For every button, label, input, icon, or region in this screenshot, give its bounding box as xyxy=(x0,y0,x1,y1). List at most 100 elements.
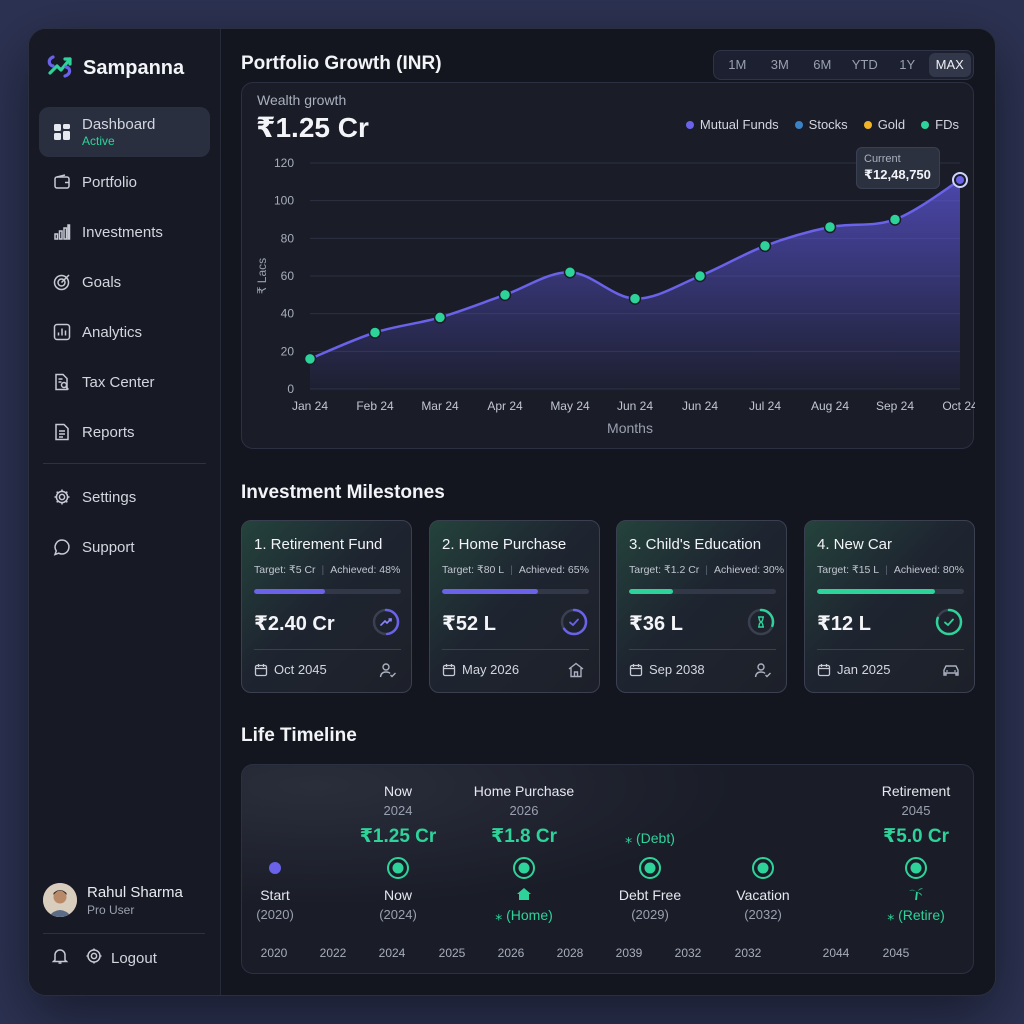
range-tabs: 1M 3M 6M YTD 1Y MAX xyxy=(713,50,974,80)
sidebar-item-reports[interactable]: Reports xyxy=(39,407,210,457)
timeline-bottom-name: Vacation xyxy=(736,887,790,903)
timeline-top-amount: ₹1.25 Cr xyxy=(359,826,437,847)
gear-icon xyxy=(52,487,72,507)
timeline-axis-label: 2045 xyxy=(882,946,910,960)
bell-icon[interactable] xyxy=(51,947,69,969)
milestone-title: 4. New Car xyxy=(817,536,893,553)
milestone-progress-ring xyxy=(560,608,588,636)
portfolio-title: Portfolio Growth (INR) xyxy=(241,53,442,74)
timeline-top-head: Now xyxy=(383,783,413,799)
bar-chart-icon xyxy=(52,222,72,242)
x-tick-label: Jan 24 xyxy=(292,399,328,413)
sidebar-item-label: Settings xyxy=(82,488,137,506)
range-tab-3m[interactable]: 3M xyxy=(770,57,789,72)
sidebar-item-investments[interactable]: Investments xyxy=(39,207,210,257)
series-area xyxy=(310,179,960,389)
legend-item-gold[interactable]: Gold xyxy=(863,117,906,132)
sidebar-item-label: Tax Center xyxy=(82,373,155,391)
legend-label: Mutual Funds xyxy=(699,117,779,132)
home-icon[interactable] xyxy=(567,661,585,679)
legend-item-fds[interactable]: FDs xyxy=(921,117,959,132)
timeline-bottom-sub: ⁎ (Retire) xyxy=(887,907,945,923)
milestone-card[interactable]: 3. Child's Education Target: ₹1.2 Cr | Achi… xyxy=(616,520,787,693)
milestone-meta: Target: ₹80 L | Achieved: 65% xyxy=(442,564,589,576)
user-role: Pro User xyxy=(87,902,135,917)
sidebar-item-label: Dashboard xyxy=(82,116,156,133)
person-check-icon[interactable] xyxy=(379,661,397,679)
timeline-node-core xyxy=(644,862,656,874)
milestones-title: Investment Milestones xyxy=(241,482,445,503)
data-point xyxy=(758,239,772,253)
life-timeline-card: Now 2024 ₹1.25 Cr Home Purchase 2026 ₹1.… xyxy=(241,764,974,974)
brand[interactable]: Sampanna xyxy=(45,51,184,86)
timeline-bottom-name: Debt Free xyxy=(618,887,682,903)
legend-item-mutual-funds[interactable]: Mutual Funds xyxy=(685,117,779,132)
sidebar-item-support[interactable]: Support xyxy=(39,520,210,574)
logout-button[interactable]: Logout xyxy=(85,947,157,969)
sidebar-item-tax-center[interactable]: Tax Center xyxy=(39,357,210,407)
timeline-axis-label: 2024 xyxy=(378,946,406,960)
range-tab-max[interactable]: MAX xyxy=(928,53,971,77)
y-axis-label: ₹ Lacs xyxy=(255,258,269,294)
range-tab-6m[interactable]: 6M xyxy=(813,57,832,72)
meta-separator: | xyxy=(321,564,325,576)
range-tab-1m[interactable]: 1M xyxy=(728,57,747,72)
sidebar-item-analytics[interactable]: Analytics xyxy=(39,307,210,357)
app-window: Sampanna Dashboard Active Portfolio xyxy=(28,28,996,996)
milestone-progress-bar xyxy=(254,589,401,594)
y-tick-label: 20 xyxy=(281,344,295,358)
milestone-progress-ring xyxy=(747,608,775,636)
wealth-growth-label: Wealth growth xyxy=(257,92,347,108)
milestone-progress-fill xyxy=(629,589,674,594)
main-nav: Dashboard Active Portfolio Investments xyxy=(39,107,210,574)
legend-dot xyxy=(921,120,930,129)
meta-separator: | xyxy=(885,564,888,576)
data-point xyxy=(628,292,642,305)
timeline-top-amount: ₹5.0 Cr xyxy=(882,826,950,847)
car-icon[interactable] xyxy=(942,661,960,679)
x-tick-label: Jun 24 xyxy=(682,399,718,413)
logo-icon xyxy=(45,51,75,86)
milestone-card[interactable]: 4. New Car Target: ₹15 L | Achieved: 80% ₹12… xyxy=(804,520,975,693)
legend-dot xyxy=(685,120,694,129)
milestone-progress-fill xyxy=(817,589,935,594)
legend-item-stocks[interactable]: Stocks xyxy=(794,117,848,132)
milestone-divider xyxy=(629,649,776,650)
logout-label: Logout xyxy=(111,949,157,967)
brand-name: Sampanna xyxy=(83,57,185,79)
gear-icon xyxy=(85,947,103,969)
check-icon xyxy=(569,618,579,627)
x-tick-label: Sep 24 xyxy=(876,399,914,413)
legend-label: Gold xyxy=(877,117,906,132)
timeline-track xyxy=(269,857,927,879)
palm-tree-icon xyxy=(908,885,924,906)
data-point xyxy=(498,288,512,302)
milestone-card[interactable]: 2. Home Purchase Target: ₹80 L | Achieved: … xyxy=(429,520,600,693)
y-tick-label: 100 xyxy=(274,194,294,208)
milestone-target: Target: ₹80 L xyxy=(442,564,505,576)
milestone-date-text: Oct 2045 xyxy=(274,662,327,677)
chart-legend: Mutual Funds Stocks Gold FDs xyxy=(685,117,959,132)
sidebar-item-portfolio[interactable]: Portfolio xyxy=(39,157,210,207)
range-tab-1y[interactable]: 1Y xyxy=(899,57,916,72)
growth-chart[interactable]: 0 20 40 60 80 100 120 Jan 24 Feb 24 Mar 24 Apr 24 M… xyxy=(242,83,975,450)
sidebar-item-goals[interactable]: Goals xyxy=(39,257,210,307)
x-tick-label: Jun 24 xyxy=(617,399,653,413)
user-profile[interactable]: Rahul Sharma Pro User xyxy=(43,883,183,917)
timeline-axis-label: 2022 xyxy=(319,946,347,960)
timeline-axis-label: 2026 xyxy=(497,946,525,960)
timeline-node-core xyxy=(910,862,922,874)
milestone-date: May 2026 xyxy=(442,662,519,677)
milestone-meta: Target: ₹5 Cr | Achieved: 48% xyxy=(254,564,400,576)
milestone-card[interactable]: 1. Retirement Fund Target: ₹5 Cr | Achieved… xyxy=(241,520,412,693)
y-tick-label: 0 xyxy=(287,382,294,396)
timeline-bottom-name: Now xyxy=(383,887,413,903)
range-tab-ytd[interactable]: YTD xyxy=(851,57,878,72)
milestone-meta: Target: ₹1.2 Cr | Achieved: 30% xyxy=(629,564,784,576)
sidebar-item-settings[interactable]: Settings xyxy=(39,474,210,520)
milestone-divider xyxy=(254,649,401,650)
sidebar-item-dashboard[interactable]: Dashboard Active xyxy=(39,107,210,157)
sidebar-item-label: Investments xyxy=(82,223,163,241)
milestone-achieved: Achieved: 30% xyxy=(714,564,785,576)
person-check-icon[interactable] xyxy=(754,661,772,679)
